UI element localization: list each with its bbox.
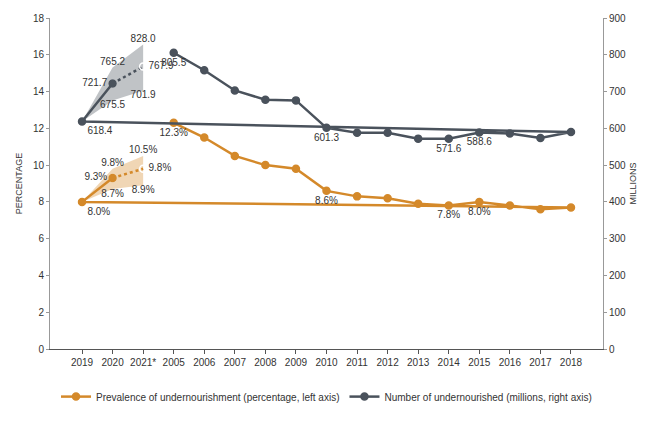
svg-text:765.2: 765.2 xyxy=(100,56,125,67)
svg-text:2016: 2016 xyxy=(499,357,522,368)
svg-text:588.6: 588.6 xyxy=(467,136,492,147)
svg-text:2009: 2009 xyxy=(285,357,308,368)
svg-text:MILLIONS: MILLIONS xyxy=(628,162,638,204)
svg-text:2: 2 xyxy=(38,307,44,318)
svg-text:9.3%: 9.3% xyxy=(84,171,107,182)
svg-text:100: 100 xyxy=(609,307,626,318)
svg-text:2018: 2018 xyxy=(560,357,583,368)
svg-text:12: 12 xyxy=(33,123,45,134)
svg-text:8.6%: 8.6% xyxy=(315,195,338,206)
svg-text:900: 900 xyxy=(609,13,626,24)
svg-text:2006: 2006 xyxy=(193,357,216,368)
svg-text:7.8%: 7.8% xyxy=(437,209,460,220)
svg-text:2005: 2005 xyxy=(163,357,186,368)
svg-text:618.4: 618.4 xyxy=(87,125,112,136)
svg-text:721.7: 721.7 xyxy=(82,77,107,88)
svg-text:2014: 2014 xyxy=(438,357,461,368)
svg-text:767.9: 767.9 xyxy=(149,60,174,71)
svg-text:8.7%: 8.7% xyxy=(101,188,124,199)
svg-text:8.0%: 8.0% xyxy=(468,206,491,217)
svg-text:8.9%: 8.9% xyxy=(132,184,155,195)
svg-text:2012: 2012 xyxy=(376,357,399,368)
svg-text:2021*: 2021* xyxy=(130,357,156,368)
svg-text:601.3: 601.3 xyxy=(314,132,339,143)
svg-text:12.3%: 12.3% xyxy=(160,127,188,138)
svg-text:675.5: 675.5 xyxy=(100,99,125,110)
svg-text:10.5%: 10.5% xyxy=(129,144,157,155)
svg-text:9.8%: 9.8% xyxy=(149,162,172,173)
svg-text:Number of undernourished (mill: Number of undernourished (millions, righ… xyxy=(384,392,591,403)
svg-text:2011: 2011 xyxy=(346,357,368,368)
svg-text:0: 0 xyxy=(609,344,615,355)
svg-text:800: 800 xyxy=(609,49,626,60)
svg-text:2008: 2008 xyxy=(254,357,277,368)
svg-text:PERCENTAGE: PERCENTAGE xyxy=(14,153,24,214)
svg-text:10: 10 xyxy=(33,160,45,171)
svg-text:828.0: 828.0 xyxy=(131,33,156,44)
svg-text:2010: 2010 xyxy=(315,357,338,368)
svg-text:4: 4 xyxy=(38,270,44,281)
svg-text:18: 18 xyxy=(33,13,45,24)
svg-text:600: 600 xyxy=(609,123,626,134)
svg-text:2020: 2020 xyxy=(101,357,124,368)
svg-text:2015: 2015 xyxy=(468,357,491,368)
svg-text:700: 700 xyxy=(609,86,626,97)
svg-text:500: 500 xyxy=(609,160,626,171)
svg-text:300: 300 xyxy=(609,233,626,244)
svg-text:701.9: 701.9 xyxy=(131,89,156,100)
svg-text:571.6: 571.6 xyxy=(436,143,461,154)
svg-text:14: 14 xyxy=(33,86,45,97)
svg-text:0: 0 xyxy=(38,344,44,355)
svg-text:2007: 2007 xyxy=(224,357,247,368)
svg-text:2017: 2017 xyxy=(529,357,552,368)
svg-text:8: 8 xyxy=(38,196,44,207)
svg-text:400: 400 xyxy=(609,196,626,207)
svg-text:805.5: 805.5 xyxy=(161,57,186,68)
svg-text:200: 200 xyxy=(609,270,626,281)
svg-text:2019: 2019 xyxy=(71,357,94,368)
svg-text:8.0%: 8.0% xyxy=(87,206,110,217)
svg-text:2013: 2013 xyxy=(407,357,430,368)
svg-text:16: 16 xyxy=(33,49,45,60)
svg-text:6: 6 xyxy=(38,233,44,244)
svg-text:9.8%: 9.8% xyxy=(101,157,124,168)
svg-text:Prevalence of undernourishment: Prevalence of undernourishment (percenta… xyxy=(96,392,339,403)
